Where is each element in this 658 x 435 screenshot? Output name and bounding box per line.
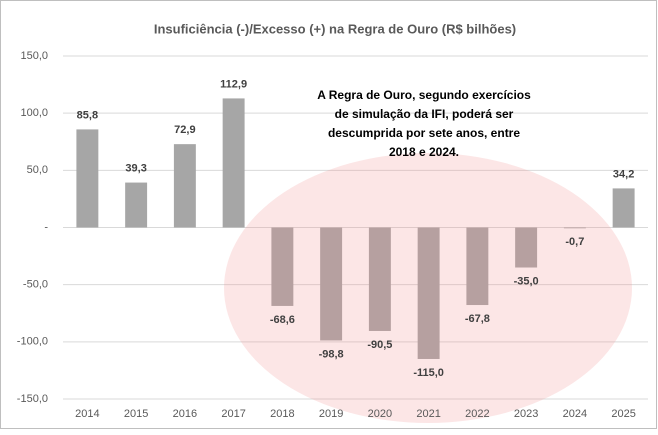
bars <box>76 98 635 359</box>
y-tick-label: - <box>44 221 48 233</box>
x-tick-label: 2014 <box>75 408 99 420</box>
y-tick-label: -150,0 <box>17 393 48 405</box>
value-label: -0,7 <box>565 236 584 248</box>
value-label: 34,2 <box>613 168 634 180</box>
labels: 2014 85,8 2015 39,3 2016 72,9 2017 112,9 2018 -68… <box>75 78 636 420</box>
bar <box>563 227 586 229</box>
bar <box>320 227 343 341</box>
value-label: -90,5 <box>367 339 392 351</box>
bar <box>612 188 635 228</box>
annotation-line: de simulação da IFI, poderá ser <box>335 107 514 121</box>
bar <box>173 144 196 228</box>
value-label: 85,8 <box>77 109 98 121</box>
x-tick-label: 2025 <box>611 408 635 420</box>
bar <box>417 227 440 359</box>
value-label: -67,8 <box>465 313 490 325</box>
bar <box>222 98 245 228</box>
y-tick-label: -50,0 <box>23 279 48 291</box>
value-label: -115,0 <box>413 367 444 379</box>
bar <box>76 129 99 228</box>
x-tick-label: 2023 <box>514 408 538 420</box>
value-label: 112,9 <box>220 78 247 90</box>
x-tick-label: 2021 <box>416 408 440 420</box>
annotation-line: A Regra de Ouro, segundo exercícios <box>317 88 531 102</box>
y-tick-label: 150,0 <box>20 50 48 62</box>
annotation-line: 2018 e 2024. <box>389 145 459 159</box>
value-label: -68,6 <box>270 314 295 326</box>
x-tick-label: 2015 <box>124 408 148 420</box>
value-label: -98,8 <box>319 348 344 360</box>
x-tick-label: 2018 <box>270 408 294 420</box>
bar <box>271 227 294 306</box>
bar <box>515 227 538 268</box>
chart-title: Insuficiência (-)/Excesso (+) na Regra d… <box>154 21 516 36</box>
x-tick-label: 2022 <box>465 408 489 420</box>
x-tick-label: 2020 <box>368 408 392 420</box>
x-tick-label: 2017 <box>221 408 245 420</box>
x-tick-label: 2016 <box>173 408 197 420</box>
x-tick-label: 2024 <box>563 408 587 420</box>
annotation: A Regra de Ouro, segundo exercícios de si… <box>317 88 531 159</box>
x-tick-label: 2019 <box>319 408 343 420</box>
value-label: 39,3 <box>125 162 146 174</box>
bar <box>125 182 148 228</box>
y-tick-label: 100,0 <box>20 107 48 119</box>
bar <box>466 227 489 306</box>
value-label: 72,9 <box>174 124 195 136</box>
value-label: -35,0 <box>514 275 539 287</box>
y-tick-label: 50,0 <box>27 164 48 176</box>
highlight-ellipse <box>224 153 632 423</box>
bar <box>368 227 391 331</box>
annotation-line: descumprida por sete anos, entre <box>328 126 520 140</box>
y-tick-label: -100,0 <box>17 336 48 348</box>
